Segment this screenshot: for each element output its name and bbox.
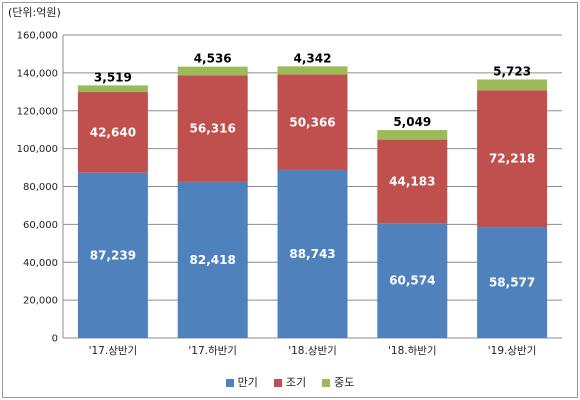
data-label: 4,536 <box>194 52 232 66</box>
data-label: 44,183 <box>389 174 435 188</box>
y-tick-label: 60,000 <box>23 220 58 231</box>
legend: 만기 조기 중도 <box>0 374 580 390</box>
y-tick-label: 80,000 <box>23 182 58 193</box>
data-label: 72,218 <box>489 152 535 166</box>
bar-segment <box>77 92 148 173</box>
legend-swatch <box>322 379 331 387</box>
bar-segment <box>277 66 348 75</box>
y-tick-label: 40,000 <box>23 258 58 269</box>
x-tick-label: '18.상반기 <box>288 345 337 357</box>
x-tick-label: '19.상반기 <box>488 345 537 357</box>
legend-item: 조기 <box>273 374 307 390</box>
legend-label: 만기 <box>237 376 258 389</box>
data-label: 56,316 <box>190 122 236 136</box>
y-tick-label: 140,000 <box>17 68 58 79</box>
bar-segment <box>377 139 448 224</box>
y-tick-label: 160,000 <box>17 31 58 42</box>
bar-segment <box>77 172 148 338</box>
y-tick-label: 0 <box>52 334 58 345</box>
legend-label: 중도 <box>334 376 355 389</box>
data-label: 42,640 <box>90 125 136 139</box>
y-tick-label: 100,000 <box>17 144 58 155</box>
legend-item: 만기 <box>225 374 258 390</box>
data-label: 87,239 <box>90 248 136 262</box>
data-label: 5,049 <box>393 115 431 129</box>
bar-segment <box>177 181 248 338</box>
unit-label: (단위:억원) <box>8 6 61 19</box>
bar-segment <box>277 169 348 338</box>
bar-segment <box>377 223 448 338</box>
y-tick-label: 120,000 <box>17 106 58 117</box>
x-tick-label: '17.하반기 <box>188 344 237 357</box>
bar-segment <box>277 74 348 170</box>
legend-swatch <box>273 379 282 387</box>
bar-segment <box>477 227 548 338</box>
x-tick-label: '17.상반기 <box>89 345 138 357</box>
bar-segment <box>177 75 248 182</box>
data-label: 60,574 <box>389 274 435 288</box>
legend-label: 조기 <box>285 376 307 389</box>
x-tick-label: '18.하반기 <box>388 344 437 357</box>
bar-segment <box>377 130 448 140</box>
data-label: 5,723 <box>493 64 531 78</box>
bar-segment <box>477 90 548 228</box>
data-label: 82,418 <box>190 253 236 267</box>
data-label: 4,342 <box>294 51 332 65</box>
data-label: 58,577 <box>489 276 535 290</box>
bar-segment <box>77 85 148 93</box>
data-label: 88,743 <box>289 247 335 261</box>
y-tick-label: 20,000 <box>23 296 58 307</box>
legend-item: 중도 <box>322 374 354 390</box>
bar-segment <box>177 66 248 76</box>
legend-swatch <box>225 379 234 387</box>
bar-segment <box>477 79 548 91</box>
data-label: 50,366 <box>289 115 335 129</box>
data-label: 3,519 <box>94 70 132 84</box>
